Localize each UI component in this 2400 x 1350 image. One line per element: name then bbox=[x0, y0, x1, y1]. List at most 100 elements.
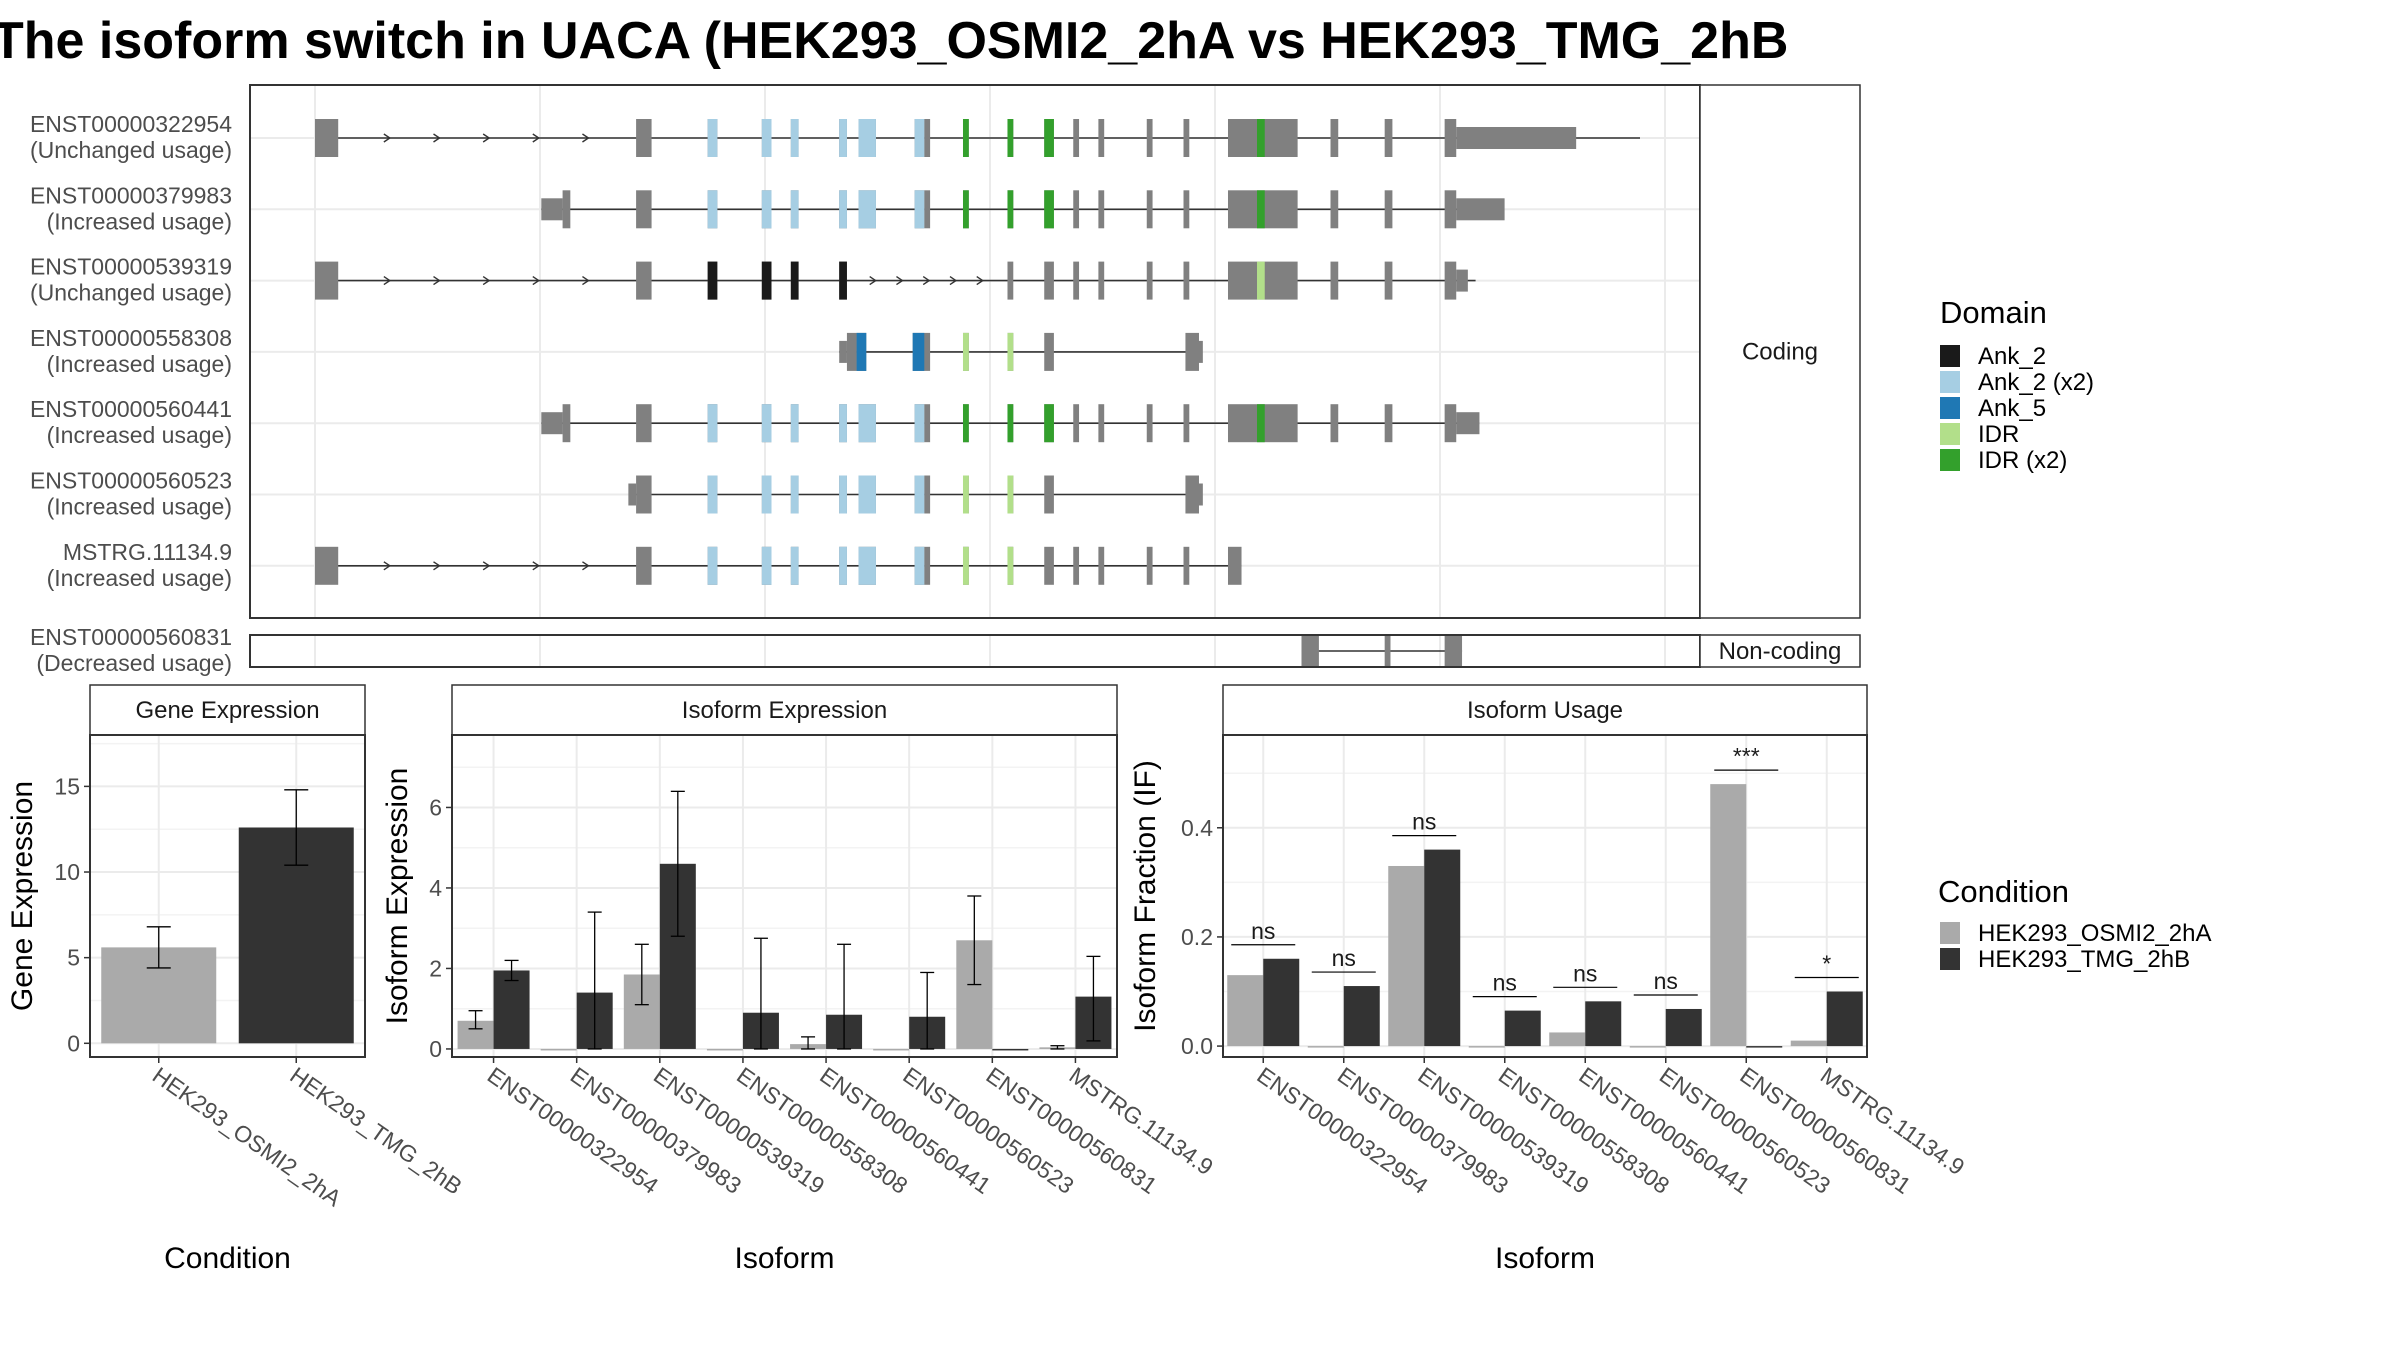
significance-label: ns bbox=[1251, 918, 1275, 944]
bar bbox=[1746, 1046, 1783, 1048]
isoform-usage-label: (Increased usage) bbox=[47, 351, 232, 377]
transcript-row bbox=[315, 546, 1242, 585]
domain-block bbox=[1044, 119, 1054, 157]
isoform-id-label: ENST00000560523 bbox=[30, 468, 232, 494]
bar bbox=[1665, 1008, 1702, 1047]
exon-block bbox=[1098, 404, 1105, 443]
domain-block bbox=[914, 475, 925, 514]
bar bbox=[1504, 1010, 1541, 1047]
bar bbox=[1710, 784, 1747, 1047]
significance-label: ns bbox=[1573, 960, 1597, 986]
domain-block bbox=[839, 190, 847, 229]
exon-block bbox=[1330, 119, 1339, 157]
exon-block bbox=[924, 475, 931, 514]
strand-arrow bbox=[383, 276, 392, 286]
isoform-usage-label: (Increased usage) bbox=[47, 208, 232, 234]
domain-block bbox=[912, 332, 925, 371]
panel-background bbox=[452, 735, 1117, 1057]
legend-swatch bbox=[1940, 397, 1960, 419]
isoform-usage-label: (Unchanged usage) bbox=[30, 137, 232, 163]
y-tick-label: 2 bbox=[429, 955, 442, 981]
exon-block bbox=[1384, 119, 1393, 157]
utr-block bbox=[541, 198, 563, 221]
y-tick-label: 0.2 bbox=[1181, 924, 1213, 950]
exon-block bbox=[1384, 404, 1393, 443]
panel-border bbox=[89, 734, 366, 1058]
significance-label: ns bbox=[1493, 970, 1517, 996]
strand-arrow bbox=[433, 276, 441, 286]
domain-block bbox=[707, 404, 718, 443]
domain-block bbox=[1007, 190, 1014, 229]
exon-block bbox=[315, 261, 339, 300]
exon-block bbox=[1146, 261, 1153, 300]
domain-block bbox=[962, 404, 969, 443]
exon-block bbox=[1044, 546, 1054, 585]
bar bbox=[1343, 986, 1380, 1047]
significance-label: ns bbox=[1332, 945, 1356, 971]
isoform-id-label: MSTRG.11134.9 bbox=[63, 539, 232, 565]
panel-background bbox=[1223, 735, 1867, 1057]
strand-arrow bbox=[582, 133, 590, 143]
y-tick-label: 0.0 bbox=[1181, 1033, 1213, 1059]
transcript-structure-panel: CodingNon-codingENST00000322954(Unchange… bbox=[30, 84, 1861, 676]
exon-block bbox=[846, 332, 857, 371]
significance-label: *** bbox=[1733, 743, 1760, 769]
domain-block bbox=[790, 190, 799, 229]
bar bbox=[1263, 958, 1300, 1047]
transcript-row bbox=[315, 261, 1476, 300]
exon-block bbox=[1444, 190, 1457, 229]
exon-block bbox=[636, 190, 652, 229]
domain-block bbox=[962, 190, 969, 229]
strand-arrow bbox=[976, 276, 984, 286]
exon-block bbox=[924, 190, 931, 229]
exon-block bbox=[1183, 404, 1190, 443]
x-axis-title: Isoform bbox=[734, 1242, 834, 1275]
strand-arrow bbox=[383, 133, 392, 143]
domain-block bbox=[1257, 190, 1265, 229]
legend-label: Ank_2 bbox=[1978, 343, 2046, 370]
transcript-row bbox=[315, 119, 1640, 157]
domain-block bbox=[962, 332, 969, 371]
domain-block bbox=[839, 404, 847, 443]
bar bbox=[540, 1048, 577, 1051]
y-tick-label: 0 bbox=[429, 1036, 442, 1062]
legend-swatch bbox=[1940, 948, 1960, 970]
legend-label: HEK293_OSMI2_2hA bbox=[1978, 920, 2211, 947]
utr-block bbox=[1456, 198, 1505, 221]
y-tick-label: 0.4 bbox=[1181, 815, 1213, 841]
utr-block bbox=[628, 483, 637, 506]
domain-block bbox=[1007, 404, 1014, 443]
domain-block bbox=[1257, 404, 1265, 443]
domain-block bbox=[761, 190, 772, 229]
strand-arrow bbox=[582, 561, 590, 571]
bar bbox=[1790, 1040, 1827, 1047]
domain-block bbox=[761, 404, 772, 443]
bar bbox=[1549, 1032, 1586, 1047]
bar bbox=[992, 1048, 1029, 1051]
utr-block bbox=[1456, 269, 1468, 292]
legend-label: Ank_5 bbox=[1978, 395, 2046, 422]
domain-block bbox=[839, 261, 847, 300]
significance-label: ns bbox=[1412, 809, 1436, 835]
y-tick-label: 0 bbox=[67, 1030, 80, 1056]
exon-block bbox=[1098, 119, 1105, 157]
transcript-row bbox=[839, 332, 1203, 371]
exon-block bbox=[1146, 546, 1153, 585]
legend-label: IDR bbox=[1978, 421, 2019, 448]
exon-block bbox=[1183, 190, 1190, 229]
y-tick-label: 4 bbox=[429, 875, 442, 901]
utr-block bbox=[541, 412, 563, 435]
exon-block bbox=[1444, 119, 1457, 157]
exon-block bbox=[1444, 261, 1457, 300]
exon-block bbox=[1384, 261, 1393, 300]
panel-strip bbox=[1222, 684, 1868, 736]
strand-arrow bbox=[532, 561, 541, 571]
strand-arrow bbox=[482, 133, 491, 143]
exon-block bbox=[636, 546, 652, 585]
transcript-row bbox=[541, 404, 1480, 443]
exon-block bbox=[1444, 404, 1457, 443]
legend-label: HEK293_TMG_2hB bbox=[1978, 946, 2190, 973]
utr-block bbox=[839, 340, 847, 363]
